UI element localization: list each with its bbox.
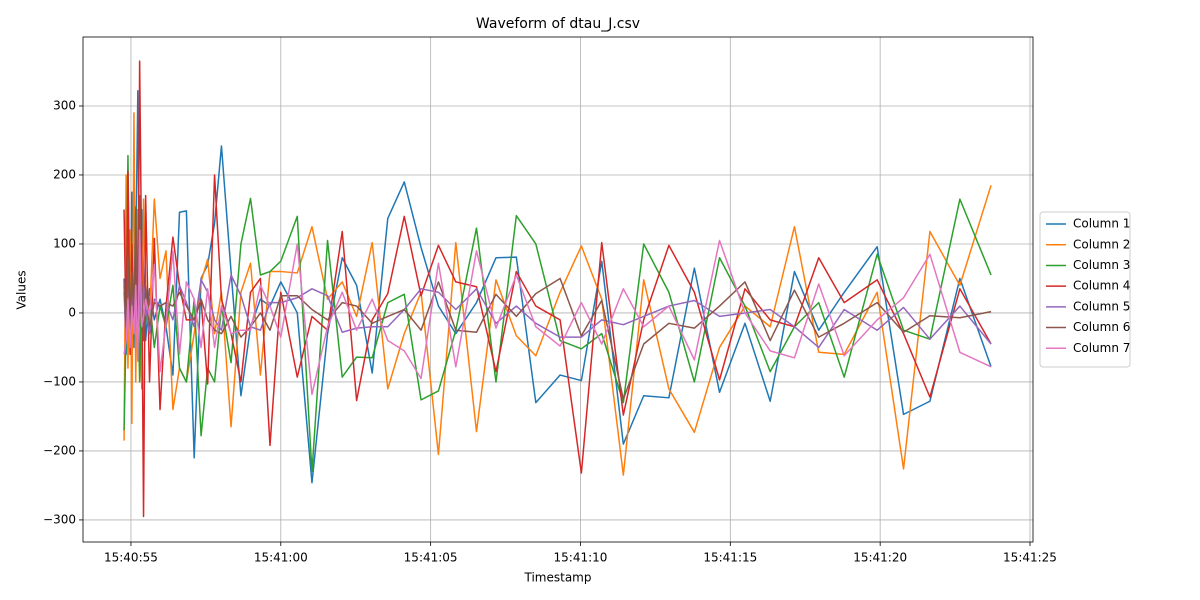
x-tick-label: 15:41:00 bbox=[254, 551, 308, 565]
x-tick-label: 15:40:55 bbox=[104, 551, 158, 565]
y-tick-label: −300 bbox=[43, 512, 76, 526]
y-tick-label: −100 bbox=[43, 374, 76, 388]
y-tick-label: 200 bbox=[53, 167, 76, 181]
y-tick-label: 100 bbox=[53, 236, 76, 250]
legend-label: Column 4 bbox=[1073, 279, 1130, 293]
series-line bbox=[123, 112, 992, 476]
y-tick-label: −200 bbox=[43, 443, 76, 457]
y-tick-label: 0 bbox=[68, 305, 76, 319]
chart-title: Waveform of dtau_J.csv bbox=[476, 16, 640, 32]
legend-label: Column 2 bbox=[1073, 237, 1130, 251]
x-tick-label: 15:41:15 bbox=[703, 551, 757, 565]
legend-label: Column 6 bbox=[1073, 320, 1130, 334]
x-axis-label: Timestamp bbox=[524, 571, 592, 585]
series-line bbox=[123, 270, 992, 349]
y-axis-label: Values bbox=[15, 270, 29, 309]
legend-label: Column 3 bbox=[1073, 258, 1130, 272]
legend: Column 1 Column 2 Column 3 Column 4 Column 5… bbox=[1039, 211, 1131, 368]
y-tick-label: 300 bbox=[53, 98, 76, 112]
plot-frame bbox=[82, 36, 1034, 543]
series-line bbox=[123, 194, 992, 400]
x-tick-label: 15:41:20 bbox=[853, 551, 907, 565]
series-line bbox=[123, 60, 992, 518]
legend-label: Column 1 bbox=[1073, 217, 1130, 231]
legend-label: Column 5 bbox=[1073, 299, 1130, 313]
x-tick-label: 15:41:10 bbox=[554, 551, 608, 565]
x-tick-label: 15:41:25 bbox=[1003, 551, 1057, 565]
series-line bbox=[123, 229, 992, 396]
x-tick-label: 15:41:05 bbox=[404, 551, 458, 565]
legend-label: Column 7 bbox=[1073, 341, 1130, 355]
